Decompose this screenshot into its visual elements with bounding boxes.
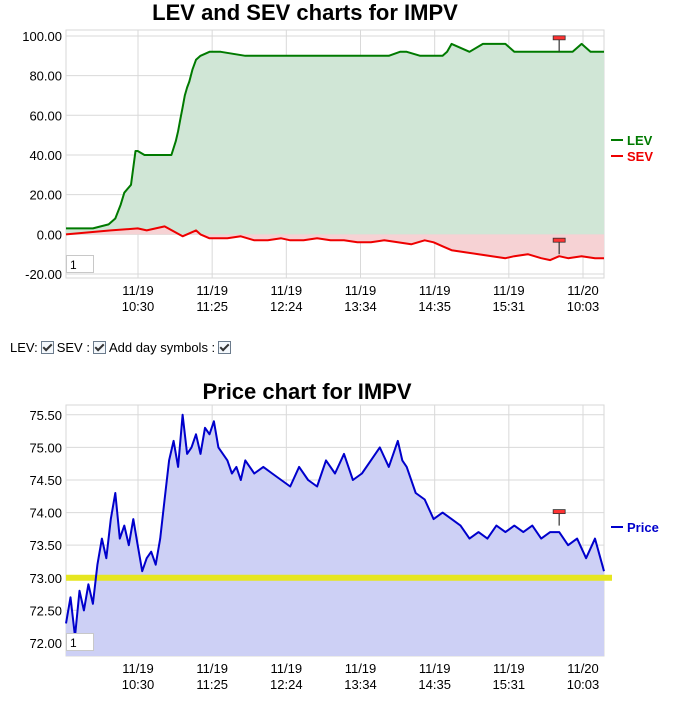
- page-number-box[interactable]: 1: [66, 255, 94, 273]
- x-tick-label: 10:30: [122, 677, 155, 692]
- x-tick-label: 11/19: [493, 661, 525, 676]
- y-tick-label: 0.00: [37, 227, 62, 242]
- y-tick-label: 74.50: [29, 473, 62, 488]
- y-tick-label: -20.00: [25, 267, 62, 282]
- price-chart: Price chart for IMPV 75.50 75.00 74.50 74.0…: [29, 379, 659, 692]
- x-tick-label: 11/19: [122, 283, 154, 298]
- x-tick-label: 10:30: [122, 299, 155, 314]
- page-number-box[interactable]: 1: [66, 633, 94, 651]
- lev-sev-chart: LEV and SEV charts for IMPV 100.00 80.00 6…: [22, 0, 653, 314]
- y-tick-label: 73.50: [29, 538, 62, 553]
- chart-controls: LEV: SEV : Add day symbols :: [10, 340, 234, 355]
- x-tick-label: 11/19: [196, 283, 228, 298]
- y-tick-label: 40.00: [29, 148, 62, 163]
- x-tick-label: 13:34: [344, 677, 377, 692]
- y-tick-label: 72.00: [29, 636, 62, 651]
- day-markers: [552, 509, 566, 526]
- lev-label: LEV:: [10, 340, 38, 355]
- x-tick-label: 11:25: [196, 677, 228, 692]
- y-tick-label: 75.00: [29, 440, 62, 455]
- x-tick-label: 11:25: [196, 299, 228, 314]
- legend-label-sev: SEV: [627, 149, 653, 164]
- x-tick-label: 11/19: [271, 661, 303, 676]
- day-markers: [552, 35, 566, 255]
- x-tick-label: 15:31: [493, 299, 526, 314]
- day-symbols-checkbox[interactable]: [218, 341, 232, 354]
- y-tick-label: 73.00: [29, 571, 62, 586]
- y-axis-ticks: 75.50 75.00 74.50 74.00 73.50 73.00 72.50 72.00: [29, 408, 62, 651]
- x-axis-ticks: 11/1910:3011/1911:2511/1912:2411/1913:34…: [122, 661, 600, 692]
- x-tick-label: 10:03: [567, 677, 600, 692]
- sev-checkbox[interactable]: [92, 341, 106, 354]
- sev-label: SEV :: [56, 340, 90, 355]
- legend-label-price: Price: [627, 520, 659, 535]
- lev-checkbox[interactable]: [40, 341, 54, 354]
- x-tick-label: 10:03: [567, 299, 600, 314]
- series-lines: [65, 413, 605, 638]
- y-tick-label: 74.00: [29, 506, 62, 521]
- reference-line: [66, 574, 612, 581]
- x-tick-label: 11/19: [271, 283, 303, 298]
- series-line-price: [65, 413, 605, 638]
- x-tick-label: 11/19: [419, 661, 451, 676]
- day-marker-flag: [552, 509, 566, 515]
- x-tick-label: 14:35: [418, 677, 451, 692]
- x-tick-label: 14:35: [418, 299, 451, 314]
- x-tick-label: 11/20: [567, 283, 599, 298]
- x-tick-label: 11/19: [493, 283, 525, 298]
- series-area-lev: [66, 43, 604, 235]
- y-axis-ticks: 100.00 80.00 60.00 40.00 20.00 0.00 -20.00: [22, 29, 62, 282]
- y-tick-label: 72.50: [29, 603, 62, 618]
- area-fills: [66, 43, 604, 261]
- series-line-sev: [65, 225, 604, 262]
- x-tick-label: 11/19: [345, 661, 377, 676]
- y-tick-label: 60.00: [29, 108, 62, 123]
- series-line-lev: [66, 42, 604, 230]
- x-tick-label: 15:31: [493, 677, 526, 692]
- x-tick-label: 12:24: [270, 677, 303, 692]
- x-tick-label: 11/19: [419, 283, 451, 298]
- x-tick-label: 12:24: [270, 299, 303, 314]
- chart-title: LEV and SEV charts for IMPV: [152, 0, 458, 25]
- day-marker-flag: [552, 237, 566, 243]
- legend: Price: [611, 520, 659, 535]
- day-symbols-label: Add day symbols :: [108, 340, 216, 355]
- area-fills: [66, 414, 604, 656]
- x-axis-ticks: 11/1910:3011/1911:2511/1912:2411/1913:34…: [122, 283, 600, 314]
- y-tick-label: 20.00: [29, 188, 62, 203]
- x-tick-label: 11/19: [196, 661, 228, 676]
- series-area-price: [66, 414, 604, 656]
- x-tick-label: 11/19: [122, 661, 154, 676]
- series-area-sev: [66, 226, 604, 261]
- series-lines: [65, 42, 604, 262]
- legend-label-lev: LEV: [627, 133, 653, 148]
- y-tick-label: 100.00: [22, 29, 62, 44]
- x-tick-label: 11/20: [567, 661, 599, 676]
- chart-title: Price chart for IMPV: [202, 379, 411, 404]
- y-tick-label: 75.50: [29, 408, 62, 423]
- y-tick-label: 80.00: [29, 69, 62, 84]
- reference-line: [66, 574, 612, 581]
- x-tick-label: 11/19: [345, 283, 377, 298]
- x-tick-label: 13:34: [344, 299, 377, 314]
- day-marker-flag: [552, 35, 566, 41]
